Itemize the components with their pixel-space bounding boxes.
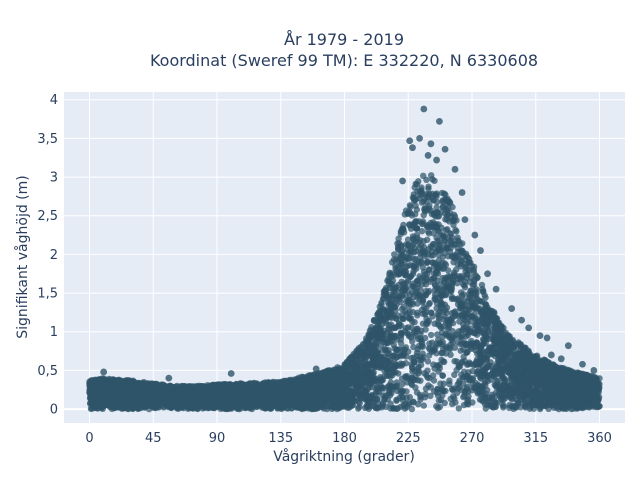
- data-point: [422, 390, 429, 398]
- data-point: [447, 237, 454, 244]
- data-point: [431, 295, 438, 303]
- data-point: [437, 324, 445, 331]
- data-point: [458, 333, 465, 340]
- data-point: [439, 372, 446, 379]
- data-point: [424, 358, 432, 365]
- data-point: [445, 324, 453, 331]
- data-point: [473, 315, 480, 322]
- data-point: [422, 326, 429, 333]
- data-point: [459, 240, 466, 247]
- data-point: [435, 397, 443, 404]
- data-point: [456, 377, 463, 384]
- data-point: [413, 206, 420, 213]
- data-point: [441, 238, 448, 245]
- data-point: [408, 405, 416, 413]
- data-point: [439, 253, 446, 261]
- data-point: [444, 245, 451, 252]
- data-point: [472, 292, 480, 299]
- data-point: [463, 340, 470, 347]
- data-point: [387, 400, 394, 407]
- data-point: [426, 266, 433, 273]
- data-point: [404, 236, 412, 243]
- data-point: [459, 359, 466, 366]
- data-point: [455, 405, 462, 412]
- data-point: [455, 363, 462, 371]
- data-point: [403, 254, 410, 261]
- data-point: [439, 197, 446, 204]
- data-point: [380, 385, 388, 392]
- data-point: [299, 379, 306, 386]
- data-point: [433, 204, 440, 211]
- data-points: [86, 105, 603, 413]
- data-point: [375, 383, 382, 391]
- data-point: [452, 226, 459, 234]
- data-point: [420, 402, 427, 409]
- data-point: [434, 237, 441, 244]
- data-point: [424, 289, 432, 296]
- data-point: [412, 384, 419, 391]
- data-point: [420, 172, 427, 179]
- data-point: [428, 309, 435, 317]
- data-point: [417, 396, 424, 403]
- data-point: [424, 258, 431, 265]
- data-point: [394, 240, 401, 247]
- data-point: [418, 228, 426, 235]
- data-point: [451, 344, 459, 351]
- data-point: [373, 339, 381, 346]
- data-point: [381, 394, 388, 401]
- data-point: [453, 358, 460, 365]
- data-point: [446, 380, 453, 388]
- data-point: [434, 392, 442, 399]
- data-point: [427, 243, 434, 250]
- data-point: [451, 371, 458, 378]
- data-point: [426, 299, 433, 307]
- data-point: [442, 261, 450, 269]
- data-point: [450, 211, 458, 218]
- data-point: [413, 389, 421, 396]
- data-point: [391, 251, 398, 258]
- data-point: [450, 269, 458, 276]
- data-point: [498, 395, 505, 402]
- data-point: [409, 368, 416, 375]
- data-point: [397, 329, 405, 336]
- data-point: [432, 209, 440, 216]
- data-point: [427, 392, 434, 400]
- data-point: [433, 198, 441, 206]
- data-point: [370, 317, 378, 325]
- data-point: [419, 350, 426, 357]
- data-point: [410, 398, 417, 405]
- data-point: [424, 367, 431, 374]
- data-point: [412, 261, 419, 268]
- data-point: [428, 248, 436, 255]
- data-point: [447, 273, 454, 280]
- data-point: [420, 238, 427, 245]
- data-point: [436, 263, 444, 270]
- data-point: [397, 336, 405, 343]
- data-point: [425, 317, 433, 325]
- data-point: [394, 312, 401, 319]
- data-point: [415, 342, 423, 350]
- data-point: [500, 324, 507, 332]
- data-point: [419, 264, 427, 271]
- data-point: [392, 262, 399, 269]
- data-point: [376, 316, 383, 324]
- data-point: [542, 402, 550, 410]
- data-point: [402, 325, 410, 332]
- data-point: [378, 301, 385, 308]
- data-point: [393, 354, 400, 361]
- data-point: [437, 209, 445, 216]
- data-point: [420, 212, 427, 219]
- data-point: [400, 402, 407, 409]
